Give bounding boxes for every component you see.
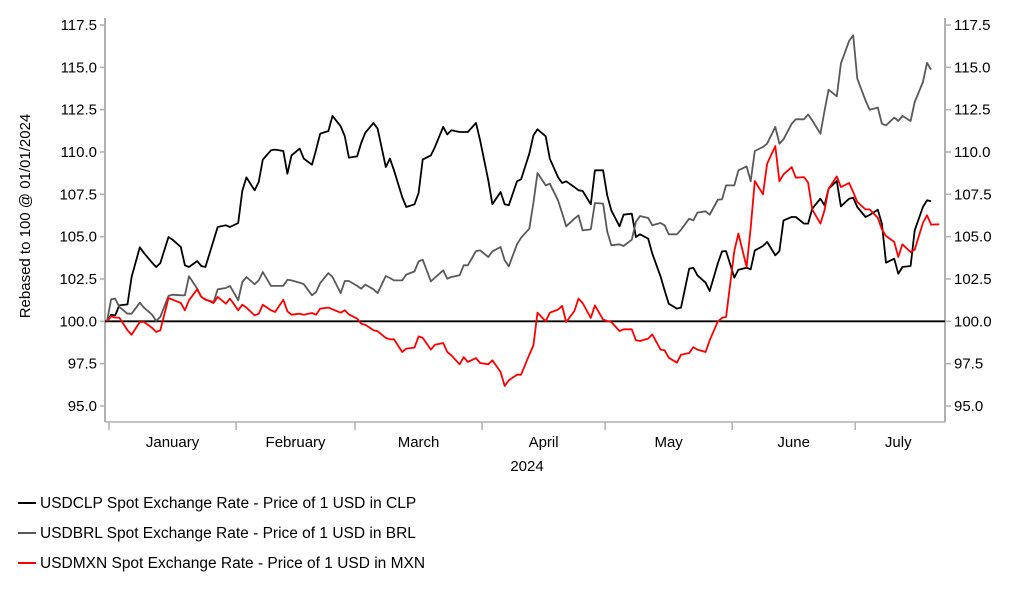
right-y-tick-label: 102.5 [954,271,992,288]
right-y-tick-label: 115.0 [954,59,990,76]
axes: 95.0 95.0 97.5 97.5 100.0 100.0 102.5 102.5 105.… [59,17,991,451]
left-y-tick-label: 95.0 [68,398,97,415]
left-y-tick-label: 110.0 [61,144,97,161]
left-y-tick-label: 100.0 [59,313,97,330]
left-y-tick-label: 105.0 [59,229,97,246]
x-month-label: May [654,434,683,451]
right-y-tick-label: 107.5 [954,186,992,203]
right-y-tick-label: 100.0 [954,313,992,330]
legend-label: USDBRL Spot Exchange Rate - Price of 1 U… [40,525,416,542]
left-y-tick-label: 107.5 [59,186,97,203]
right-y-tick-label: 110.0 [954,144,990,161]
series-line-brl [106,34,932,322]
legend-item: USDCLP Spot Exchange Rate - Price of 1 U… [18,495,416,512]
left-y-tick-label: 117.5 [61,17,97,34]
right-y-tick-label: 95.0 [954,398,983,415]
legend-label: USDCLP Spot Exchange Rate - Price of 1 U… [40,495,416,512]
series-line-mxn [106,145,940,387]
left-y-tick-label: 102.5 [59,271,97,288]
left-y-tick-label: 112.5 [61,102,97,119]
right-y-tick-label: 117.5 [954,17,990,34]
legend-item: USDMXN Spot Exchange Rate - Price of 1 U… [18,555,425,572]
x-month-label: April [529,434,559,451]
series-lines [105,34,945,387]
legend-item: USDBRL Spot Exchange Rate - Price of 1 U… [18,525,416,542]
y-axis-title: Rebased to 100 @ 01/01/2024 [17,114,34,319]
x-month-label: January [146,434,200,451]
right-y-tick-label: 105.0 [954,229,992,246]
legend: USDCLP Spot Exchange Rate - Price of 1 U… [18,495,425,572]
series-line-clp [106,115,932,322]
x-month-label: February [266,434,327,451]
legend-label: USDMXN Spot Exchange Rate - Price of 1 U… [40,555,425,572]
x-month-label: July [885,434,912,451]
right-y-tick-label: 97.5 [954,356,983,373]
x-axis-year-label: 2024 [510,458,543,475]
x-month-label: June [777,434,810,451]
right-y-tick-label: 112.5 [954,102,990,119]
left-y-tick-label: 97.5 [68,356,97,373]
x-month-label: March [398,434,440,451]
left-y-tick-label: 115.0 [61,59,97,76]
